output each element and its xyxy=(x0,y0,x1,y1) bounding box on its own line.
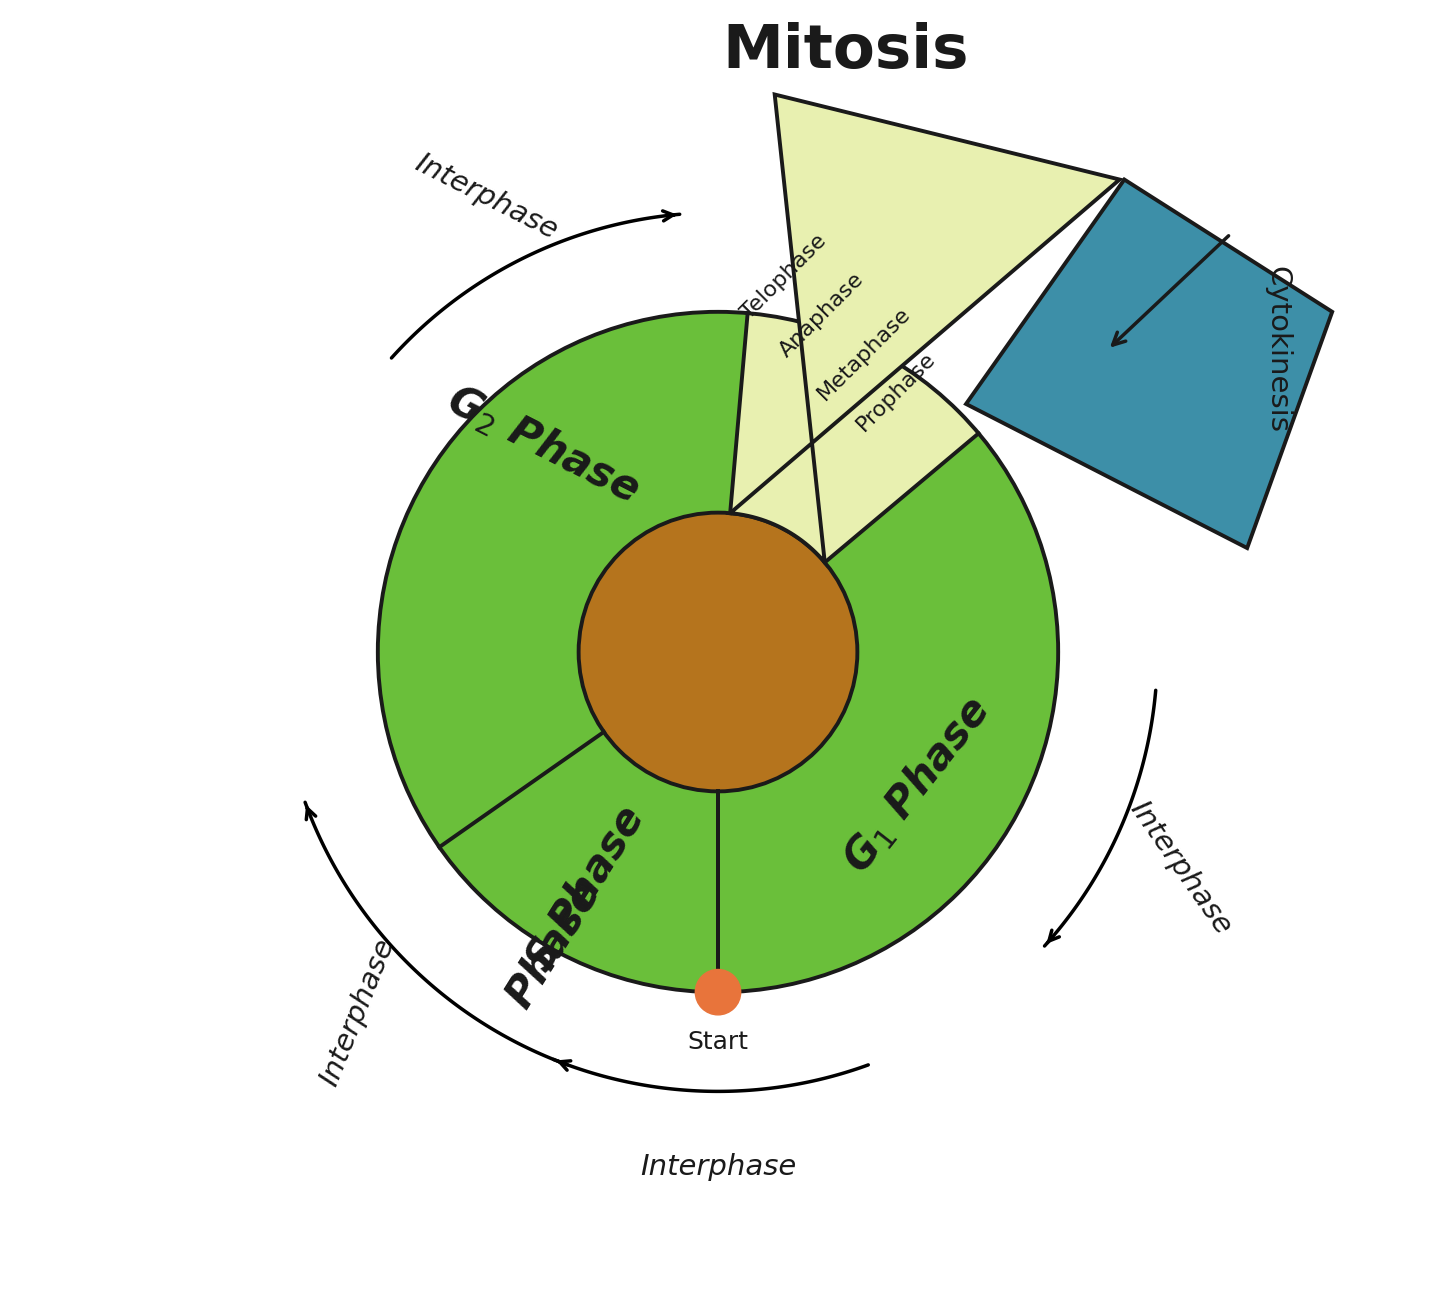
Polygon shape xyxy=(966,180,1333,548)
Text: S Phase: S Phase xyxy=(518,798,653,978)
Wedge shape xyxy=(439,652,718,992)
Wedge shape xyxy=(718,433,1058,992)
Text: Mitosis: Mitosis xyxy=(722,22,969,81)
Text: Interphase: Interphase xyxy=(411,150,563,245)
Polygon shape xyxy=(729,94,1120,562)
Text: Interphase: Interphase xyxy=(314,935,399,1090)
Text: Start: Start xyxy=(688,1030,748,1054)
Text: G$_1$ Phase: G$_1$ Phase xyxy=(834,689,998,880)
Text: G$_2$ Phase: G$_2$ Phase xyxy=(439,377,646,511)
Circle shape xyxy=(579,512,857,792)
Wedge shape xyxy=(718,313,978,652)
Text: Interphase: Interphase xyxy=(1124,795,1236,940)
Text: Phase: Phase xyxy=(497,874,607,1016)
Circle shape xyxy=(695,969,741,1015)
Wedge shape xyxy=(378,312,748,848)
Text: Interphase: Interphase xyxy=(640,1153,796,1181)
Text: Telophase: Telophase xyxy=(738,231,830,323)
Text: Metaphase: Metaphase xyxy=(814,304,915,404)
Text: Cytokinesis: Cytokinesis xyxy=(1264,266,1292,433)
Text: Prophase: Prophase xyxy=(853,349,939,436)
Text: Anaphase: Anaphase xyxy=(775,270,867,361)
